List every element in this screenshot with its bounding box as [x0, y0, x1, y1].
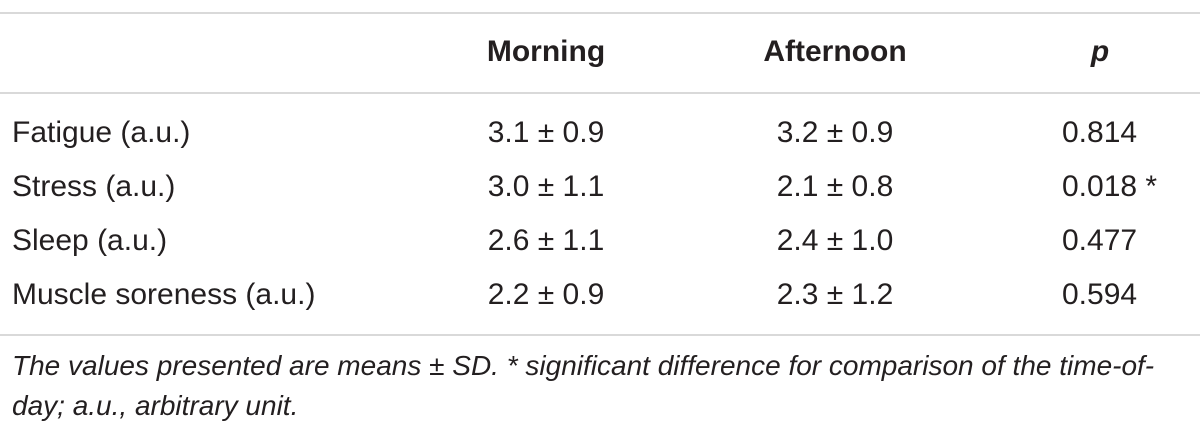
row-p-value: 0.814 [1062, 116, 1138, 149]
row-afternoon-value: 2.4 ± 1.0 [776, 224, 894, 257]
table-top-rule [0, 12, 1200, 14]
row-afternoon-value: 3.2 ± 0.9 [776, 116, 894, 149]
row-morning-value: 2.2 ± 0.9 [487, 278, 605, 311]
row-morning-value: 2.6 ± 1.1 [487, 224, 605, 257]
row-p-value: 0.594 [1062, 278, 1138, 311]
table-footnote: The values presented are means ± SD. * s… [12, 350, 1155, 421]
header-morning: Morning [486, 35, 606, 68]
row-label: Stress (a.u.) [12, 170, 176, 203]
row-morning-value: 3.1 ± 0.9 [487, 116, 605, 149]
row-afternoon-value: 2.3 ± 1.2 [776, 278, 894, 311]
table-header-rule [0, 92, 1200, 94]
header-afternoon: Afternoon [763, 35, 907, 68]
row-afternoon-value: 2.1 ± 0.8 [776, 170, 894, 203]
header-p: p [1090, 35, 1110, 68]
row-morning-value: 3.0 ± 1.1 [487, 170, 605, 203]
row-label: Sleep (a.u.) [12, 224, 168, 257]
table-bottom-rule [0, 334, 1200, 336]
row-label: Muscle soreness (a.u.) [12, 278, 316, 311]
row-p-value: 0.018 * [1062, 170, 1158, 203]
row-label: Fatigue (a.u.) [12, 116, 191, 149]
row-p-value: 0.477 [1062, 224, 1138, 257]
